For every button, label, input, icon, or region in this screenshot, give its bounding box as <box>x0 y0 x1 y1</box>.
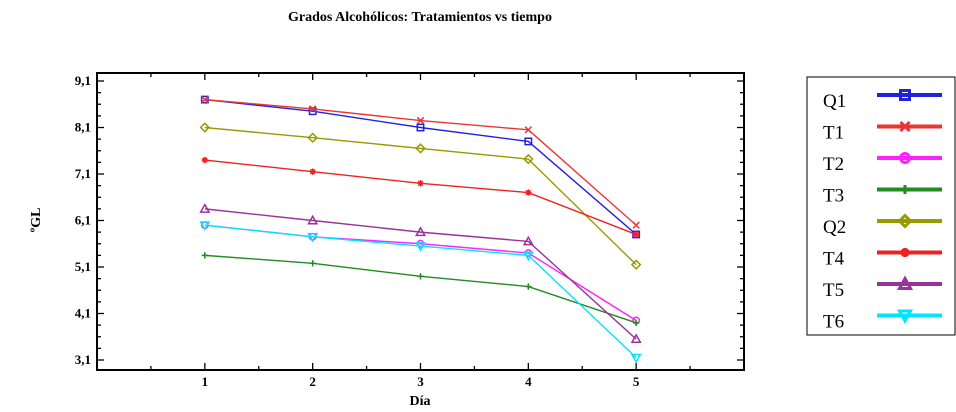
data-point <box>307 232 319 243</box>
x-axis: 1 2 3 4 5 <box>96 73 745 389</box>
data-point <box>201 156 209 164</box>
data-point <box>525 283 532 290</box>
x-axis-label: Día <box>410 394 431 409</box>
x-tick-label: 4 <box>525 374 532 389</box>
data-point <box>417 273 424 280</box>
legend-marker <box>897 213 913 229</box>
data-point <box>632 221 640 229</box>
series-line <box>204 159 637 236</box>
y-tick-label: 4,1 <box>75 306 91 321</box>
data-point <box>307 214 319 225</box>
legend-marker <box>899 89 911 101</box>
x-tick-label: 5 <box>633 374 640 389</box>
legend-marker <box>899 152 911 164</box>
data-point <box>524 126 533 134</box>
data-point <box>416 123 425 132</box>
legend-marker <box>896 275 914 290</box>
data-point <box>523 153 534 165</box>
data-point <box>307 132 318 143</box>
data-point <box>416 116 425 125</box>
legend-label: T5 <box>823 280 844 301</box>
data-point <box>308 105 317 113</box>
data-point <box>309 260 316 267</box>
data-point <box>309 168 316 175</box>
chart-title: Grados Alcohólicos: Tratamientos vs tiem… <box>288 10 552 25</box>
y-tick-label: 6,1 <box>75 213 91 228</box>
x-tick-label: 2 <box>309 374 316 389</box>
legend-box <box>806 76 956 336</box>
y-axis: 9,1 8,1 7,1 6,1 5,1 4,1 3,1 <box>75 73 744 367</box>
series-t5 <box>199 203 642 344</box>
data-point <box>632 231 640 238</box>
legend-label: T3 <box>823 186 844 207</box>
series-line <box>204 98 637 226</box>
x-tick-label: 3 <box>417 374 424 389</box>
data-point <box>415 242 426 252</box>
series-line <box>204 126 637 266</box>
data-point <box>524 137 533 146</box>
legend-label: T6 <box>823 312 844 333</box>
legend-marker <box>899 120 911 133</box>
y-tick-label: 7,1 <box>75 166 91 181</box>
data-point <box>415 143 426 154</box>
legend-marker <box>900 248 910 257</box>
legend-label: T1 <box>823 123 844 144</box>
x-tick-label: 1 <box>202 374 209 389</box>
legend-label: Q2 <box>823 217 846 238</box>
legend-label: T2 <box>823 154 844 175</box>
legend-marker <box>900 185 910 194</box>
data-point <box>201 252 209 259</box>
data-point <box>630 353 642 364</box>
legend: Q1 T1 T2 T3 Q2 T4 T5 T6 <box>806 76 956 336</box>
data-point <box>525 189 532 196</box>
series-t4 <box>201 156 640 238</box>
data-point <box>630 333 642 344</box>
series-line <box>204 208 637 340</box>
data-point <box>415 226 426 237</box>
data-point <box>199 203 211 213</box>
data-point <box>632 319 640 326</box>
plot-area <box>96 72 745 371</box>
series-t2 <box>200 221 641 325</box>
data-point <box>522 235 534 246</box>
series-t3 <box>201 252 640 326</box>
legend-label: Q1 <box>823 91 846 112</box>
y-tick-label: 5,1 <box>75 259 91 274</box>
data-point <box>199 221 211 231</box>
series-t6 <box>199 221 642 364</box>
series-line <box>204 98 637 235</box>
y-tick-label: 8,1 <box>75 120 91 135</box>
series-line <box>204 224 637 322</box>
data-point <box>201 95 209 104</box>
legend-marker <box>896 309 914 325</box>
series-t1 <box>201 95 640 229</box>
y-tick-label: 9,1 <box>75 73 91 88</box>
data-point <box>417 180 424 187</box>
series-line <box>204 254 637 324</box>
data-point <box>199 122 211 133</box>
y-tick-label: 3,1 <box>75 352 91 367</box>
data-point <box>630 259 642 270</box>
series-q2 <box>199 122 642 270</box>
plot-border <box>96 72 745 371</box>
series-line <box>204 224 637 359</box>
series-layer <box>199 95 642 364</box>
legend-label: T4 <box>823 249 845 270</box>
data-point <box>522 251 534 262</box>
y-axis-label: ºGL <box>29 208 44 233</box>
